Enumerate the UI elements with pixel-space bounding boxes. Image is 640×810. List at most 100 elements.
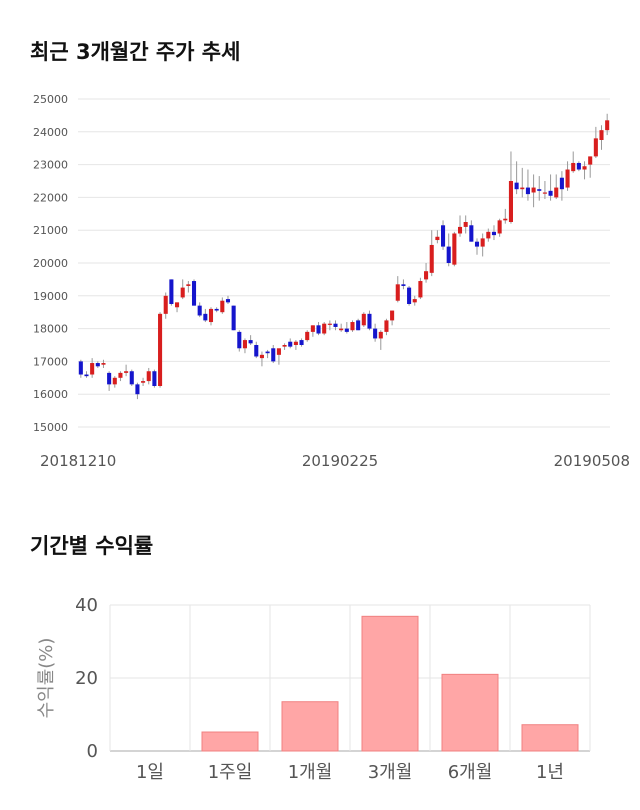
candle-y-tick-label: 16000 (33, 388, 68, 401)
candle-body (310, 325, 315, 332)
bar-y-tick-label: 20 (75, 668, 98, 689)
candle-body (322, 323, 327, 334)
candle-body (158, 313, 163, 386)
candle-body (599, 130, 604, 140)
candle-body (152, 371, 157, 386)
candle-body (361, 313, 366, 326)
bar-x-tick-label: 1일 (136, 762, 164, 783)
candle-x-ticks: 20181210 20190225 20190508 (40, 452, 630, 470)
candle-body (525, 187, 530, 195)
candle-body (208, 308, 214, 323)
candle-body (452, 233, 457, 265)
candle-body (424, 271, 429, 280)
candle-body (214, 308, 219, 311)
candle-body (480, 238, 485, 247)
candle-body (463, 222, 468, 227)
candle-body (186, 284, 191, 286)
candle-body (542, 192, 547, 194)
candle-body (248, 340, 253, 344)
candle-body (446, 246, 451, 263)
bar-x-tick-label: 1개월 (288, 762, 333, 783)
candle-body (548, 190, 553, 196)
candle-body (293, 341, 298, 345)
candle-body (514, 182, 519, 190)
candle-body (576, 162, 581, 170)
candle-body (169, 279, 174, 304)
candle-y-tick-label: 18000 (33, 323, 68, 336)
candle-body (197, 305, 202, 316)
candle-y-tick-label: 17000 (33, 355, 68, 368)
candle-body (531, 187, 536, 193)
candle-body (180, 287, 185, 298)
bar-x-tick-label: 3개월 (368, 762, 413, 783)
candle-body (559, 177, 564, 190)
candle-body (356, 320, 361, 331)
candle-body (593, 138, 598, 157)
candle-body (101, 363, 106, 365)
candle-y-tick-label: 15000 (33, 421, 68, 434)
candle-body (497, 220, 502, 234)
bar-x-ticks: 1일 1주일 1개월 3개월 6개월 1년 (136, 762, 564, 783)
candle-body (367, 313, 372, 329)
candle-body (429, 244, 434, 273)
candle-x-tick-label: 20181210 (40, 452, 116, 470)
return-bar (361, 615, 419, 752)
candle-body (276, 348, 281, 355)
candle-body (401, 284, 406, 286)
candle-body (418, 281, 423, 298)
candle-body (554, 187, 559, 198)
candle-body (588, 156, 593, 165)
candle-y-tick-label: 20000 (33, 257, 68, 270)
candle-body (457, 226, 463, 234)
bar-x-tick-label: 1년 (536, 762, 564, 783)
candle-body (508, 181, 513, 222)
candle-body (327, 323, 332, 325)
bar-y-tick-label: 40 (75, 595, 98, 616)
period-returns-title: 기간별 수익률 (30, 534, 154, 558)
candle-body (407, 287, 412, 304)
bar-y-axis-label: 수익률(%) (36, 638, 57, 719)
candle-body (231, 305, 236, 331)
candle-y-tick-label: 19000 (33, 290, 68, 303)
bar-grid (109, 604, 591, 752)
candle-body (520, 187, 525, 190)
candle-body (225, 299, 231, 303)
candle-body (124, 371, 129, 373)
bar-y-ticks: 0 20 40 (75, 595, 98, 762)
candle-body (395, 284, 400, 301)
candle-body (95, 363, 100, 367)
bars (201, 615, 579, 752)
candle-body (163, 295, 168, 314)
candle-body (265, 351, 270, 354)
candle-body (605, 120, 610, 131)
candle-body (203, 313, 208, 321)
candle-body (474, 241, 480, 247)
candle-body (491, 231, 497, 236)
bar-y-tick-label: 0 (87, 741, 98, 762)
candle-x-tick-label: 20190225 (302, 452, 378, 470)
candles (78, 113, 610, 400)
candle-grid (78, 98, 610, 428)
candle-body (333, 323, 338, 327)
bar-x-tick-label: 6개월 (448, 762, 493, 783)
return-bar (281, 701, 339, 752)
candle-body (441, 225, 446, 247)
candle-body (107, 372, 112, 385)
return-bar (521, 724, 579, 752)
candle-body (305, 331, 310, 341)
candle-y-tick-label: 21000 (33, 224, 68, 237)
candle-body (503, 218, 508, 221)
candle-body (344, 328, 349, 332)
candle-body (316, 325, 321, 334)
candle-body (412, 299, 417, 303)
candle-body (129, 371, 134, 385)
return-bar (201, 731, 259, 752)
candle-body (78, 361, 83, 375)
candle-body (191, 281, 197, 306)
candle-body (299, 340, 304, 345)
returns-bar-chart: 0 20 40 1일 1주일 1개월 3개월 6개월 1년 수익률(%) (36, 595, 591, 783)
candle-body (254, 345, 259, 357)
candle-body (141, 381, 146, 383)
candle-body (220, 300, 225, 313)
candle-body (237, 331, 242, 349)
